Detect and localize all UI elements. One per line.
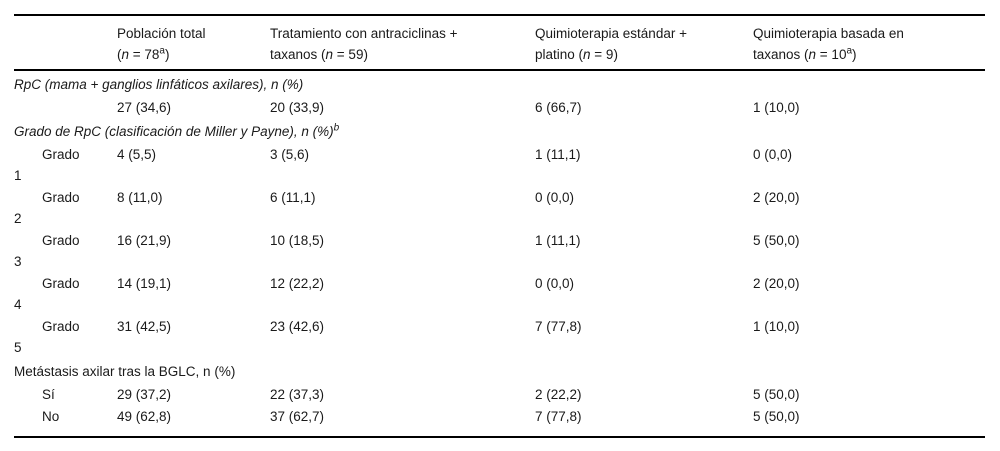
n-symbol: n: [325, 47, 334, 62]
header-line2: taxanos (n = 59): [270, 44, 527, 65]
paren-close: ): [164, 47, 170, 62]
n-count: = 78: [129, 47, 160, 62]
section-row-grado: Grado de RpC (clasificación de Miller y …: [14, 118, 985, 143]
cell-value: 1 (10,0): [753, 100, 800, 115]
header-line2: platino (n = 9): [535, 44, 745, 65]
paren-open: taxanos (: [753, 47, 809, 62]
n-symbol: n: [583, 47, 591, 62]
cell-value: 5 (50,0): [753, 409, 800, 424]
cell-value: 16 (21,9): [117, 233, 172, 248]
footnote-marker: a: [159, 45, 165, 57]
cell-value: 10 (18,5): [270, 233, 325, 248]
header-line1: Tratamiento con antraciclinas +: [270, 26, 458, 41]
cell-value: 29 (37,2): [117, 387, 172, 402]
paren-open: (: [117, 47, 122, 62]
paren-close: ): [613, 47, 618, 62]
cell-value: 14 (19,1): [117, 276, 172, 291]
cell-value: 2 (20,0): [753, 190, 800, 205]
table-row: Grado 5 31 (42,5) 23 (42,6) 7 (77,8) 1 (…: [14, 315, 985, 358]
cell-value: 27 (34,6): [117, 100, 172, 115]
table-row: Sí 29 (37,2) 22 (37,3) 2 (22,2) 5 (50,0): [14, 383, 985, 405]
section-title: Grado de RpC (clasificación de Miller y …: [14, 124, 334, 139]
table-row: Grado 2 8 (11,0) 6 (11,1) 0 (0,0) 2 (20,…: [14, 186, 985, 229]
cell-value: 1 (11,1): [535, 147, 581, 162]
cell-value: 0 (0,0): [535, 190, 575, 205]
section-row-rpc: RpC (mama + ganglios linfáticos axilares…: [14, 70, 985, 96]
section-title: RpC (mama + ganglios linfáticos axilares…: [14, 77, 304, 92]
table-row: Grado 1 4 (5,5) 3 (5,6) 1 (11,1) 0 (0,0): [14, 143, 985, 186]
cell-value: 0 (0,0): [753, 147, 793, 162]
data-table: Población total (n = 78a) Tratamiento co…: [14, 14, 985, 438]
header-line1: Quimioterapia basada en: [753, 26, 904, 41]
column-header-quimio-platino: Quimioterapia estándar + platino (n = 9): [535, 15, 753, 70]
table-row: No 49 (62,8) 37 (62,7) 7 (77,8) 5 (50,0): [14, 405, 985, 437]
paren-close: ): [852, 47, 857, 62]
paren-open: platino (: [535, 47, 584, 62]
row-label: Grado 3: [14, 233, 80, 269]
paren-close: ): [363, 47, 368, 62]
cell-value: 8 (11,0): [117, 190, 163, 205]
cell-value: 12 (22,2): [270, 276, 325, 291]
column-header-poblacion-total: Población total (n = 78a): [117, 15, 270, 70]
footnote-marker: a: [846, 45, 853, 57]
header-line1: Población total: [117, 26, 206, 41]
section-title: Metástasis axilar tras la BGLC, n (%): [14, 364, 236, 379]
table-row: Grado 3 16 (21,9) 10 (18,5) 1 (11,1) 5 (…: [14, 229, 985, 272]
header-line2: (n = 78a): [117, 44, 262, 65]
n-count: = 59: [333, 47, 364, 62]
cell-value: 1 (11,1): [535, 233, 581, 248]
cell-value: 7 (77,8): [535, 319, 582, 334]
n-count: = 10: [816, 47, 847, 62]
header-empty-cell: [14, 15, 117, 70]
header-row: Población total (n = 78a) Tratamiento co…: [14, 15, 985, 70]
cell-value: 22 (37,3): [270, 387, 325, 402]
cell-value: 3 (5,6): [270, 147, 310, 162]
cell-value: 1 (10,0): [753, 319, 800, 334]
n-count: = 9: [590, 47, 614, 62]
column-header-quimio-taxanos: Quimioterapia basada en taxanos (n = 10a…: [753, 15, 985, 70]
paren-open: taxanos (: [270, 47, 326, 62]
footnote-marker: b: [333, 122, 340, 134]
cell-value: 49 (62,8): [117, 409, 172, 424]
cell-value: 4 (5,5): [117, 147, 157, 162]
cell-value: 5 (50,0): [753, 233, 800, 248]
section-row-metastasis: Metástasis axilar tras la BGLC, n (%): [14, 358, 985, 383]
row-label: Sí: [42, 387, 55, 402]
header-line1: Quimioterapia estándar +: [535, 26, 687, 41]
table-row: 27 (34,6) 20 (33,9) 6 (66,7) 1 (10,0): [14, 96, 985, 118]
cell-value: 2 (22,2): [535, 387, 582, 402]
cell-value: 5 (50,0): [753, 387, 800, 402]
row-label: No: [42, 409, 60, 424]
n-symbol: n: [121, 47, 130, 62]
cell-value: 31 (42,5): [117, 319, 172, 334]
cell-value: 6 (66,7): [535, 100, 582, 115]
row-label: Grado 1: [14, 147, 80, 183]
n-symbol: n: [808, 47, 817, 62]
row-label: Grado 4: [14, 276, 80, 312]
row-label: Grado 5: [14, 319, 80, 355]
header-line2: taxanos (n = 10a): [753, 44, 977, 65]
cell-value: 6 (11,1): [270, 190, 316, 205]
cell-value: 0 (0,0): [535, 276, 575, 291]
cell-value: 7 (77,8): [535, 409, 582, 424]
cell-value: 23 (42,6): [270, 319, 325, 334]
cell-value: 2 (20,0): [753, 276, 800, 291]
row-label: Grado 2: [14, 190, 80, 226]
cell-value: 37 (62,7): [270, 409, 325, 424]
cell-value: 20 (33,9): [270, 100, 325, 115]
column-header-antraciclinas-taxanos: Tratamiento con antraciclinas + taxanos …: [270, 15, 535, 70]
table-row: Grado 4 14 (19,1) 12 (22,2) 0 (0,0) 2 (2…: [14, 272, 985, 315]
